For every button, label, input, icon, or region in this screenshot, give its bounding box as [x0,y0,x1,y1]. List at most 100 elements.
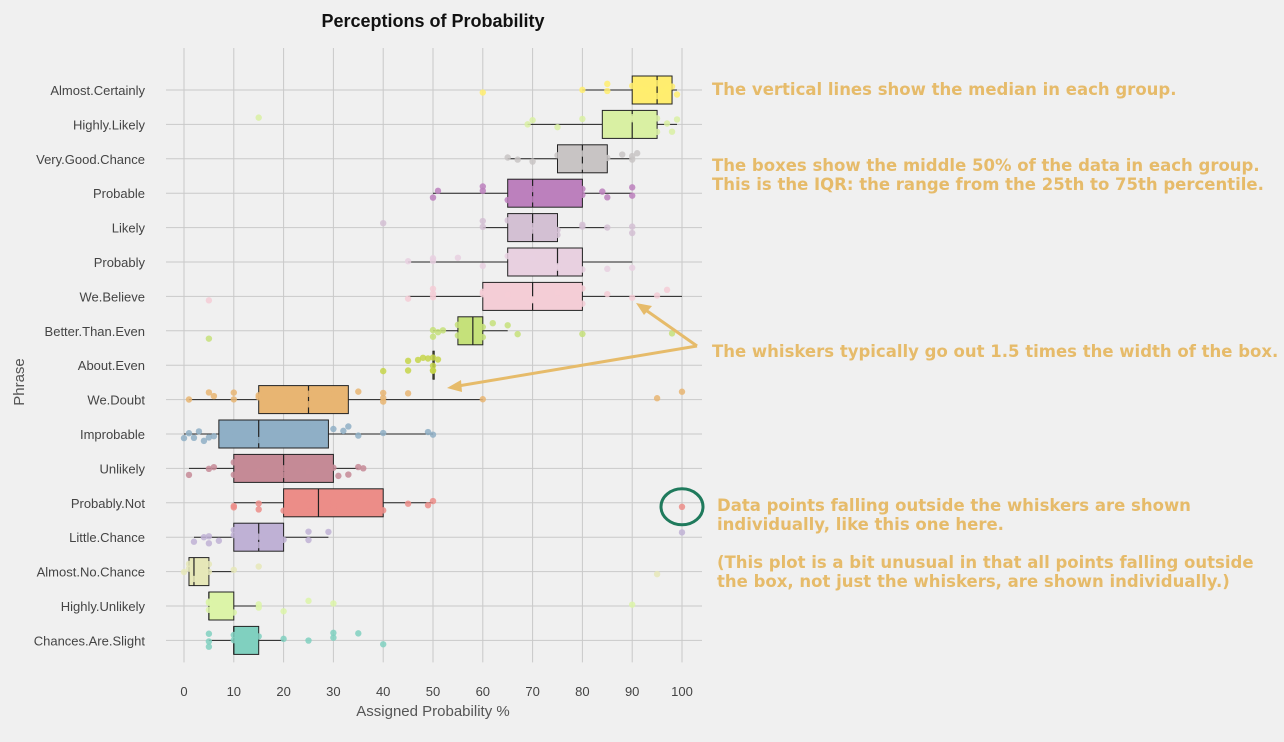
data-point [604,120,611,128]
data-point [504,291,511,298]
unusual-annotation-line2: the box, not just the whiskers, are show… [717,572,1230,591]
data-point [230,566,237,574]
data-point [514,156,521,163]
data-point [380,507,387,514]
data-point [380,367,387,375]
unusual-annotation-line1: (This plot is a bit unusual in that all … [717,553,1254,572]
data-point [205,335,213,342]
data-point [629,192,636,199]
data-point [504,252,511,260]
data-point [604,265,611,273]
data-point [479,183,486,190]
data-point [504,322,511,329]
data-point [210,392,218,400]
data-point [529,227,536,234]
data-point [579,330,586,338]
arrow-line-lower [451,344,698,389]
y-tick-labels: Almost.Certainly Highly.Likely Very.Good.C… [34,83,146,648]
data-point [330,498,337,506]
x-tick-label: 70 [525,684,539,699]
boxes-layer [184,75,682,655]
data-point [479,288,486,296]
data-point [629,601,636,608]
data-point [424,502,432,509]
data-point [673,91,681,98]
data-point [663,286,671,294]
data-point [653,570,661,578]
data-point [240,424,247,431]
data-point [305,637,312,644]
data-point [579,163,586,170]
y-tick-label: Almost.Certainly [50,83,145,98]
data-point [205,599,213,607]
data-point [653,92,661,100]
data-point [180,434,188,442]
data-point [230,609,237,616]
y-tick-label: Unlikely [99,461,145,476]
data-point [579,300,586,307]
data-point [345,471,352,478]
data-point [255,601,262,608]
whisker-arrows [447,303,698,392]
data-point [479,89,486,96]
data-point [380,389,387,397]
data-point [380,219,387,227]
data-point [599,188,606,195]
data-point [479,396,486,403]
data-point [504,154,511,161]
y-tick-label: Probably [94,255,146,270]
data-point [305,528,312,535]
y-tick-label: Improbable [80,427,145,442]
data-point [479,262,486,270]
data-point [255,506,262,513]
data-point [200,437,208,445]
data-point [658,88,666,95]
data-point [190,434,198,442]
iqr-box [457,316,484,346]
y-tick-label: We.Doubt [87,393,145,408]
y-axis-title: Phrase [11,358,28,406]
data-point [205,630,213,637]
data-point [554,264,561,271]
data-point [678,529,686,536]
data-point [479,217,486,225]
data-point [185,560,193,568]
data-point [668,83,676,90]
data-point [195,428,203,435]
data-point [629,264,636,271]
outlier-annotation-line2: individually, like this one here. [717,515,1004,534]
x-tick-label: 90 [625,684,639,699]
data-point [220,427,228,434]
data-point [419,354,427,361]
data-point [404,367,412,374]
x-tick-label: 10 [227,684,241,699]
chart-title: Perceptions of Probability [321,11,544,31]
data-point [215,537,223,544]
iqr-box [258,385,349,415]
y-tick-label: Highly.Unlikely [61,599,146,614]
y-tick-label: Likely [112,221,146,236]
data-point [554,189,561,196]
data-point [429,354,437,361]
data-point [360,465,367,472]
data-point [185,565,193,572]
data-point [479,223,486,231]
x-tick-label: 0 [180,684,187,699]
data-point [230,526,237,534]
data-point [255,500,262,507]
data-point [185,396,193,403]
data-point [429,255,437,262]
data-point [280,608,287,615]
data-point [434,187,442,195]
data-point [355,492,362,500]
points-layer [180,80,686,650]
data-point [280,465,287,472]
y-tick-label: We.Believe [79,289,145,304]
data-point [663,85,671,92]
x-tick-labels: 0 10 20 30 40 50 60 70 80 90 100 [180,684,692,699]
data-point [205,389,213,396]
data-point [330,391,337,398]
data-point [205,297,213,304]
x-tick-label: 80 [575,684,589,699]
data-point [554,152,561,159]
